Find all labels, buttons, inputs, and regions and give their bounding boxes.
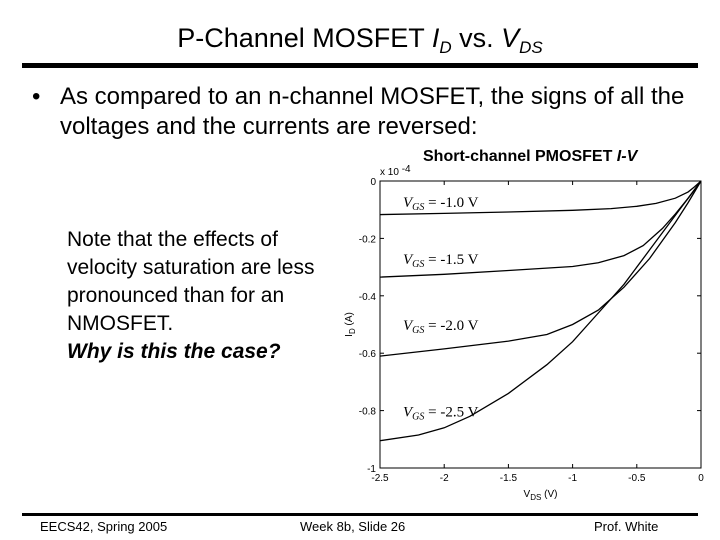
bullet-text: As compared to an n-channel MOSFET, the … — [60, 83, 685, 140]
title-id: ID — [431, 23, 452, 57]
y-tick-label: -1 — [367, 464, 376, 475]
y-tick-label: -0.6 — [359, 349, 377, 360]
note-question: Why is this the case? — [67, 340, 281, 363]
x-tick-label: -2.5 — [371, 473, 389, 484]
footer-rule — [22, 513, 698, 516]
x-tick-label: 0 — [698, 473, 704, 484]
y-multiplier: x 10 -4 — [380, 164, 411, 178]
x-axis-label: VDS (V) — [524, 489, 558, 502]
title-rule — [22, 63, 698, 68]
series-line-3 — [379, 180, 702, 357]
footer-author: Prof. White — [594, 519, 659, 534]
y-tick-label: -0.2 — [359, 234, 377, 245]
x-tick-label: -0.5 — [628, 473, 646, 484]
series-line-1 — [379, 180, 702, 216]
slide-title: P-Channel MOSFET ID vs. VDS — [0, 22, 720, 64]
series-line-4 — [379, 180, 702, 442]
bullet-marker: • — [32, 83, 41, 110]
chart-title: Short-channel PMOSFET I-V — [423, 148, 638, 165]
series-label-1: VGS = -1.0 V — [403, 195, 479, 213]
title-vds: VDS — [501, 23, 543, 57]
y-tick-label: -0.4 — [359, 292, 377, 303]
title-vs: vs. — [451, 23, 502, 53]
note-text: Note that the effects of velocity satura… — [67, 228, 315, 335]
series-label-3: VGS = -2.0 V — [403, 318, 479, 336]
series-label-4: VGS = -2.5 V — [403, 404, 479, 422]
footer-slide-number: Week 8b, Slide 26 — [300, 519, 406, 534]
x-tick-label: -2 — [440, 473, 449, 484]
y-tick-label: -0.8 — [359, 407, 377, 418]
footer-course: EECS42, Spring 2005 — [40, 519, 168, 534]
y-tick-label: 0 — [370, 177, 376, 188]
series-label-2: VGS = -1.5 V — [403, 252, 479, 270]
title-text: P-Channel MOSFET — [177, 23, 432, 53]
y-axis-label: ID (A) — [344, 312, 357, 337]
note-box: Note that the effects of velocity satura… — [67, 226, 337, 366]
x-tick-label: -1.5 — [500, 473, 518, 484]
plot-frame — [379, 180, 702, 469]
x-tick-label: -1 — [568, 473, 577, 484]
